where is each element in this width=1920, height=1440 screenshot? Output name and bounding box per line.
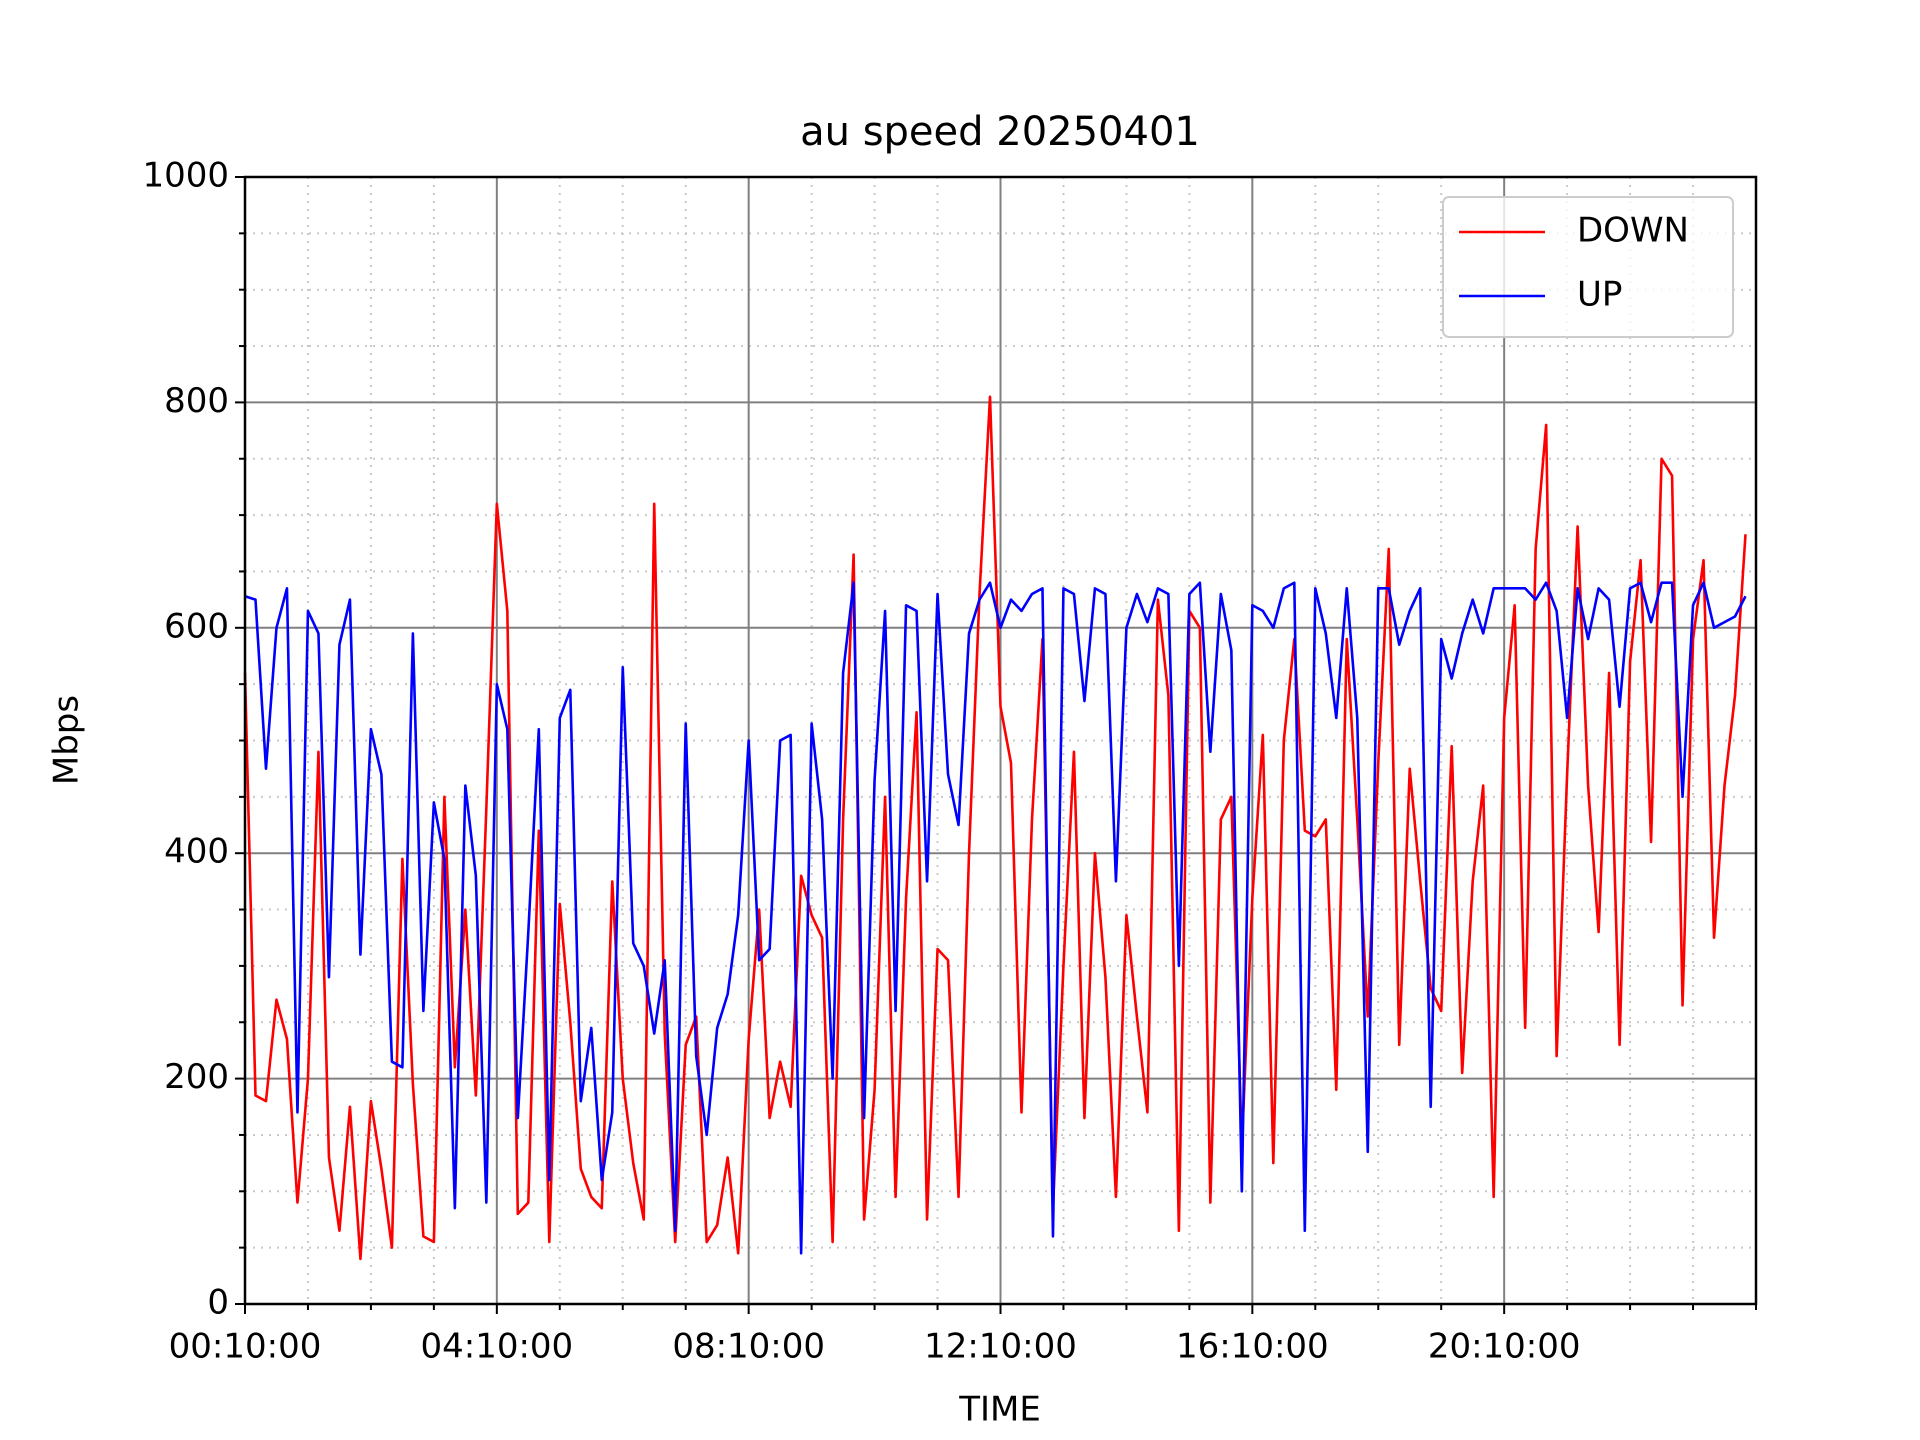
y-tick-label: 600 [164,606,229,646]
x-tick-label: 00:10:00 [169,1327,322,1367]
legend-label: DOWN [1577,211,1689,251]
y-axis-label: Mbps [47,695,87,785]
x-tick-label: 08:10:00 [672,1327,825,1367]
y-tick-label: 800 [164,381,229,421]
legend-label: UP [1577,275,1622,315]
y-tick-label: 0 [207,1283,229,1323]
plot-frame [243,175,1758,1306]
x-tick-label: 12:10:00 [924,1327,1077,1367]
line-series [243,395,1747,1261]
x-tick-label: 16:10:00 [1176,1327,1329,1367]
x-tick-label: 20:10:00 [1428,1327,1581,1367]
chart-title: au speed 20250401 [800,109,1200,155]
line-series [244,581,1747,1255]
x-axis-label: TIME [958,1390,1041,1430]
y-tick-label: 400 [164,832,229,872]
y-tick-label: 200 [164,1057,229,1097]
y-tick-label: 1000 [142,156,229,196]
x-tick-label: 04:10:00 [420,1327,573,1367]
